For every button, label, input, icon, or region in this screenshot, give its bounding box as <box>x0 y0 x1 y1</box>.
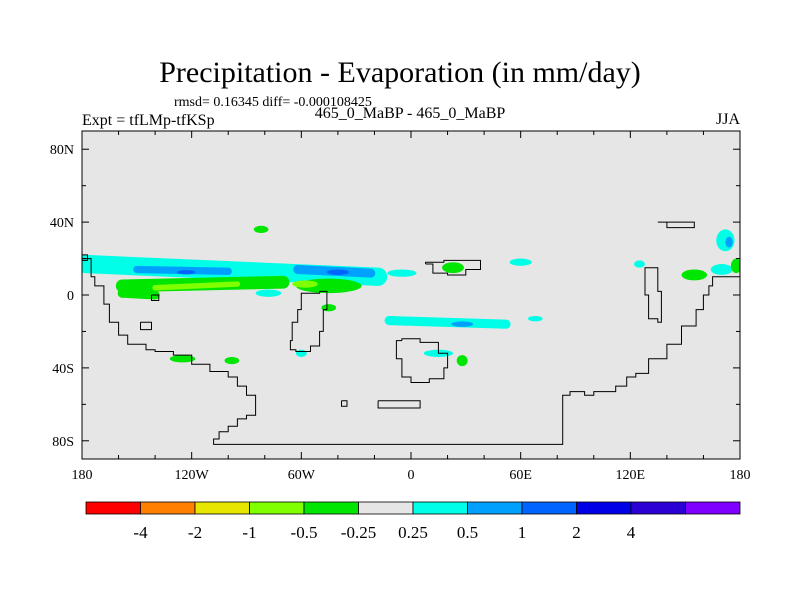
plot-background <box>82 131 740 459</box>
contour-blob-16 <box>169 355 196 363</box>
colorbar-label: 4 <box>627 523 636 542</box>
islet-outline-2 <box>140 321 152 331</box>
north-continent-outline <box>657 221 695 229</box>
east-continent-outline <box>644 267 662 323</box>
colorbar-label: -4 <box>133 523 148 542</box>
y-tick-label: 80S <box>52 435 74 450</box>
contour-band-12 <box>384 315 511 329</box>
colorbar-label: 2 <box>572 523 581 542</box>
cases-label: 465_0_MaBP - 465_0_MaBP <box>314 105 506 122</box>
colorbar-swatch <box>303 501 359 515</box>
contour-blob-4 <box>177 270 196 275</box>
contour-blob-11 <box>255 289 282 297</box>
contour-blob-10 <box>387 269 417 277</box>
contour-blob-14 <box>442 262 465 274</box>
contour-band-6 <box>152 281 241 291</box>
contour-blob-25 <box>509 258 532 266</box>
africa-outline <box>395 338 449 383</box>
contour-blob-20 <box>681 269 708 281</box>
colorbar-label: -2 <box>188 523 202 542</box>
y-tick-label: 40N <box>50 216 74 231</box>
islet-outline-3 <box>341 400 348 407</box>
colorbar-swatch <box>412 501 468 515</box>
y-tick-label: 0 <box>67 289 74 304</box>
colorbar-swatch <box>140 501 196 515</box>
x-tick-label: 60E <box>509 468 532 483</box>
colorbar-swatch <box>249 501 305 515</box>
stats-label: rmsd= 0.16345 diff= -0.000108425 <box>174 95 372 110</box>
colorbar-swatch <box>521 501 577 515</box>
x-tick-label: 0 <box>408 468 415 483</box>
chart-title: Precipitation - Evaporation (in mm/day) <box>159 56 641 89</box>
x-tick-label: 60W <box>288 468 316 483</box>
contour-blob-18 <box>253 225 269 234</box>
land-outlines <box>82 221 740 445</box>
colorbar-label: 1 <box>518 523 527 542</box>
contour-blob-17 <box>224 356 240 365</box>
coast-west-south <box>82 258 740 445</box>
contour-band-7 <box>117 288 160 300</box>
x-tick-label: 120W <box>175 468 210 483</box>
colorbar-label: 0.25 <box>398 523 428 542</box>
colorbar-swatch <box>358 501 414 515</box>
colorbar-swatch <box>194 501 250 515</box>
south-america-outline <box>289 290 328 352</box>
experiment-label: Expt = tfLMp-tfKSp <box>82 112 215 129</box>
small-island-outline <box>377 400 421 409</box>
axis-ticks: 180 120W 60W 0 60E 120E 180 80N 40N 0 40S 80S <box>50 131 751 483</box>
colorbar-swatch <box>85 501 141 515</box>
x-tick-label: 180 <box>730 468 751 483</box>
colorbar-swatch <box>467 501 523 515</box>
contour-blob-13 <box>451 321 474 327</box>
colorbar-label: 0.5 <box>457 523 478 542</box>
contour-blob-28 <box>633 260 645 268</box>
islet-outline-4 <box>82 254 88 261</box>
colorbar-label: -0.5 <box>291 523 318 542</box>
colorbar: -4 -2 -1 -0.5 -0.25 0.25 0.5 1 2 4 <box>85 501 741 542</box>
contour-blob-15 <box>456 355 468 367</box>
colorbar-swatch <box>685 501 741 515</box>
colorbar-swatch <box>630 501 686 515</box>
islet-outline-1 <box>151 294 160 301</box>
contour-blob-3 <box>326 269 349 275</box>
colorbar-swatch <box>576 501 632 515</box>
season-label: JJA <box>716 111 741 128</box>
colorbar-label: -0.25 <box>341 523 376 542</box>
arctic-strip-outline <box>425 259 481 276</box>
contour-blob-23 <box>725 236 733 248</box>
y-tick-label: 40S <box>52 362 74 377</box>
x-tick-label: 120E <box>616 468 646 483</box>
contour-fills <box>82 225 740 367</box>
contour-blob-26 <box>527 315 543 322</box>
contour-blob-9 <box>292 280 318 288</box>
contour-blob-27 <box>295 349 307 357</box>
contour-blob-24 <box>730 258 740 274</box>
colorbar-label: -1 <box>242 523 256 542</box>
contour-blob-21 <box>710 264 733 275</box>
y-tick-label: 80N <box>50 143 74 158</box>
x-tick-label: 180 <box>72 468 93 483</box>
